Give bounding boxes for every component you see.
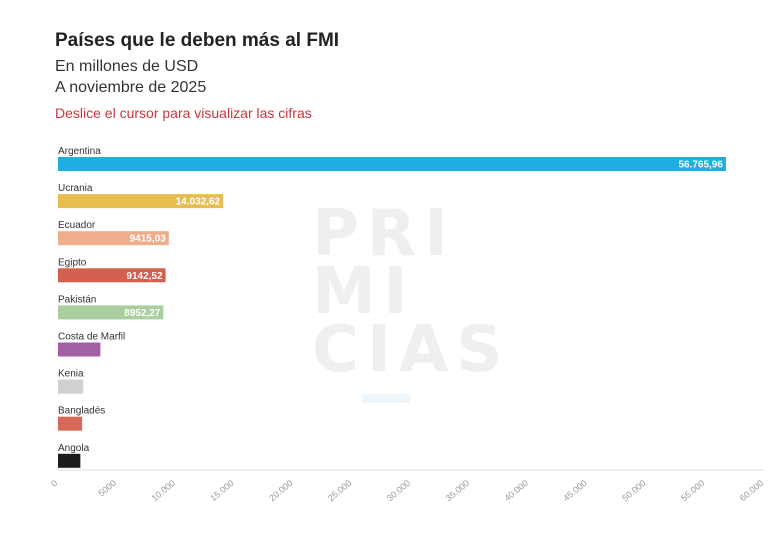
- bar[interactable]: [58, 342, 101, 357]
- category-label: Angola: [58, 443, 90, 454]
- watermark-accent: [362, 394, 410, 403]
- bar[interactable]: [58, 379, 84, 394]
- bar[interactable]: [58, 157, 726, 171]
- bar[interactable]: [58, 416, 83, 431]
- chart-title: Países que le deben más al FMI: [55, 30, 340, 51]
- bar-value-label: 14.032,62: [176, 197, 221, 208]
- bar[interactable]: [58, 305, 164, 320]
- bar-value-label: 56.765,96: [678, 160, 723, 171]
- x-tick-label: 35.000: [444, 478, 472, 503]
- category-label: Bangladés: [58, 406, 105, 417]
- x-tick-label: 60.000: [738, 478, 766, 503]
- bar[interactable]: [58, 231, 169, 246]
- chart-subtitle: En millones de USD: [55, 58, 199, 75]
- x-tick-label: 5000: [96, 478, 118, 499]
- watermark-line: MI: [312, 255, 416, 329]
- bar-value-label: 8952,27: [124, 308, 161, 319]
- x-tick-label: 55.000: [679, 478, 707, 503]
- bar-value-label: 9142,52: [126, 271, 163, 282]
- bar[interactable]: [58, 453, 81, 468]
- x-tick-label: 45.000: [561, 478, 589, 503]
- hover-hint: Deslice el cursor para visualizar las ci…: [55, 105, 312, 121]
- x-tick-label: 20.000: [267, 478, 295, 503]
- category-label: Pakistán: [58, 294, 96, 305]
- category-label: Kenia: [58, 369, 84, 380]
- watermark-line: PRI: [312, 197, 456, 271]
- x-tick-label: 0: [49, 478, 59, 489]
- bar[interactable]: [58, 268, 166, 283]
- category-label: Egipto: [58, 257, 87, 268]
- category-label: Argentina: [58, 146, 101, 157]
- x-tick-label: 50.000: [620, 478, 648, 503]
- x-tick-label: 15.000: [208, 478, 236, 503]
- x-tick-label: 25.000: [326, 478, 354, 503]
- chart-date: A noviembre de 2025: [55, 79, 207, 96]
- primicias-watermark: PRI MI CIAS: [312, 197, 522, 387]
- bar-value-label: 9415,03: [130, 234, 167, 245]
- x-tick-label: 10.000: [149, 478, 177, 503]
- watermark-line: CIAS: [312, 313, 511, 387]
- bar[interactable]: [58, 194, 224, 209]
- x-tick-label: 40.000: [502, 478, 530, 503]
- category-label: Costa de Marfil: [58, 332, 125, 343]
- category-label: Ucrania: [58, 183, 93, 194]
- category-label: Ecuador: [58, 220, 96, 231]
- x-tick-label: 30.000: [385, 478, 413, 503]
